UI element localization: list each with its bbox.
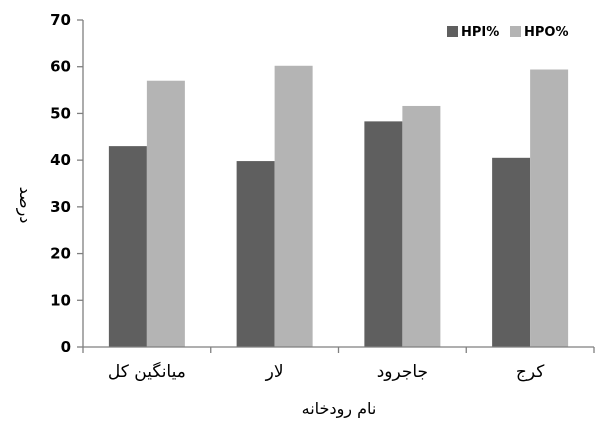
bar-hpi-1 xyxy=(236,161,275,347)
bar-hpi-2 xyxy=(364,121,403,348)
x-category-label-1: لار xyxy=(265,362,284,382)
y-tick-label-6: 60 xyxy=(50,58,71,76)
bars-group xyxy=(108,65,569,348)
bar-hpo-1 xyxy=(274,65,313,347)
bar-hpi-3 xyxy=(492,157,531,347)
legend-swatch-hpi xyxy=(447,26,458,37)
y-tick-label-4: 40 xyxy=(50,151,71,169)
bar-hpi-0 xyxy=(108,146,147,347)
x-ticks-group: میانگین کل لار جاجرود کرج xyxy=(82,347,595,382)
y-ticks-group: 0 10 20 30 40 50 60 70 xyxy=(50,11,83,356)
bar-hpo-2 xyxy=(402,105,441,347)
legend-label-hpo: HPO% xyxy=(524,25,568,40)
legend: HPI% HPO% xyxy=(447,25,568,40)
y-tick-label-2: 20 xyxy=(50,245,71,263)
y-tick-label-7: 70 xyxy=(50,11,71,29)
y-tick-label-0: 0 xyxy=(61,338,71,356)
y-axis-title: درصد xyxy=(15,187,35,224)
x-category-label-0: میانگین کل xyxy=(108,361,186,382)
bar-hpo-3 xyxy=(530,69,569,347)
y-tick-label-5: 50 xyxy=(50,104,71,122)
x-category-label-2: جاجرود xyxy=(377,362,428,382)
bar-hpo-0 xyxy=(146,80,185,347)
x-axis-title: نام رودخانه xyxy=(302,399,377,419)
legend-label-hpi: HPI% xyxy=(461,25,499,40)
legend-swatch-hpo xyxy=(510,26,521,37)
y-tick-label-3: 30 xyxy=(50,198,71,216)
y-tick-label-1: 10 xyxy=(50,291,71,309)
x-category-label-3: کرج xyxy=(516,362,545,382)
